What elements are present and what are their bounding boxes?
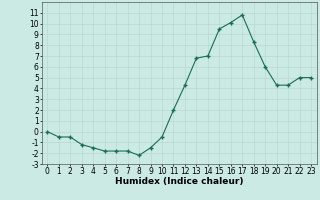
X-axis label: Humidex (Indice chaleur): Humidex (Indice chaleur) bbox=[115, 177, 244, 186]
